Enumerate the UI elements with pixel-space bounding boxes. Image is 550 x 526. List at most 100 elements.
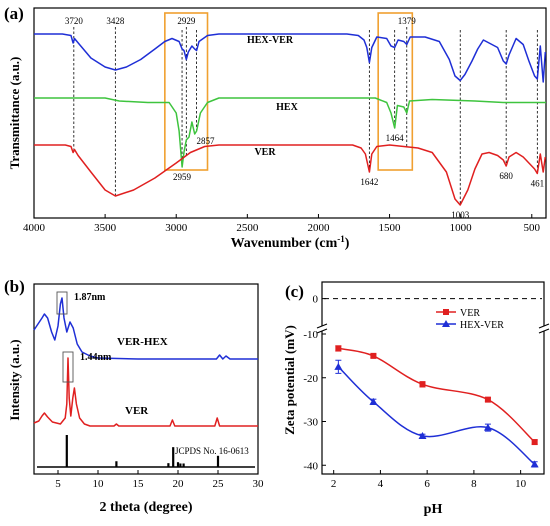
- highlight-boxes: [164, 12, 414, 171]
- panel-c-frame: [321, 281, 545, 475]
- highlight-box: [164, 12, 209, 171]
- peak-label: 2857: [197, 136, 216, 146]
- x-tick-label: 2500: [236, 222, 259, 234]
- series-name-hex-ver: HEX-VER: [247, 35, 294, 46]
- peak-label: 2959: [173, 172, 192, 182]
- data-point: [369, 397, 378, 405]
- zeta-line-hex-ver: [337, 366, 536, 465]
- panel-a-frame: [33, 7, 547, 219]
- data-point: [335, 345, 342, 352]
- spectrum-ver: [34, 144, 547, 206]
- panel-a-y-axis-label: Transmittance (a.u.): [7, 57, 22, 170]
- panel-b-x-ticks: 5 10 15 20 25 30: [55, 470, 264, 490]
- axis-break-mark: [538, 323, 550, 329]
- data-point: [483, 423, 492, 431]
- data-point: [370, 352, 377, 359]
- peak-labels: 3720342829291379295928571642146410036804…: [65, 16, 544, 220]
- panel-b-letter: (b): [4, 277, 25, 296]
- pattern-ver-hex: [33, 297, 258, 360]
- series-name-ver: VER: [254, 147, 276, 158]
- data-point: [530, 460, 539, 468]
- spectrum-hex-ver: [34, 33, 547, 83]
- x-tick-label: 20: [173, 478, 185, 490]
- panel-a-letter: (a): [4, 4, 24, 23]
- x-tick-label: 1500: [379, 222, 402, 234]
- legend-label: HEX-VER: [460, 320, 504, 331]
- panel-a-x-axis-label: Wavenumber (cm-1): [231, 234, 350, 251]
- legend-label: VER: [460, 308, 480, 319]
- x-tick-label: 3500: [94, 222, 117, 234]
- data-point: [484, 396, 491, 403]
- x-tick-label: 1000: [450, 222, 473, 234]
- reference-label: JCPDS No. 16-0613: [175, 446, 249, 456]
- x-tick-label: 4000: [23, 222, 46, 234]
- ftir-spectra: [34, 33, 547, 206]
- x-tick-label: 30: [253, 478, 265, 490]
- x-tick-label: 15: [133, 478, 145, 490]
- x-tick-label: 3000: [165, 222, 188, 234]
- zeta-series: [334, 345, 539, 468]
- x-tick-label: 8: [471, 478, 477, 490]
- axis-break-mark: [538, 328, 550, 334]
- peak-label: 1642: [360, 177, 378, 187]
- series-name-ver-hex: VER-HEX: [117, 336, 168, 348]
- x-tick-label: 10: [93, 478, 105, 490]
- peak-label: 1464: [386, 133, 405, 143]
- xrd-patterns: VER-HEX VER: [33, 297, 258, 427]
- panel-a: (a) 372034282929137929592857164214641003…: [4, 4, 547, 251]
- x-tick-label: 25: [213, 478, 225, 490]
- panel-b: (b) VER-HEX VER JCPDS No. 16-0613 1.87nm1…: [4, 277, 264, 515]
- panel-b-x-axis-label: 2 theta (degree): [99, 500, 192, 515]
- panel-a-x-ticks: 4000 3500 3000 2500 2000 1500 1000 500: [23, 214, 541, 234]
- data-point: [531, 439, 538, 446]
- x-tick-label: 10: [515, 478, 527, 490]
- peak-box: [62, 351, 74, 383]
- zeta-line-ver: [338, 347, 536, 443]
- peak-label: 2929: [177, 16, 196, 26]
- y-tick-label: -40: [303, 460, 318, 472]
- data-point: [418, 431, 427, 439]
- panel-c-y-axis-label: Zeta potential (mV): [282, 325, 297, 435]
- series-name-hex: HEX: [276, 102, 298, 113]
- highlight-box: [377, 12, 414, 171]
- panel-b-frame: [33, 283, 259, 475]
- axis-break: [316, 298, 550, 334]
- x-tick-label: 2000: [307, 222, 330, 234]
- panel-c-x-axis-label: pH: [424, 502, 443, 517]
- d-spacing-label: 1.44nm: [80, 352, 112, 363]
- x-tick-label: 500: [524, 222, 541, 234]
- x-tick-label: 6: [424, 478, 430, 490]
- pattern-ver: [33, 357, 258, 427]
- d-spacing-annotations: 1.87nm 1.44nm: [56, 291, 112, 383]
- series-name-labels: HEX-VER HEX VER: [247, 35, 299, 158]
- legend-marker: [443, 309, 449, 315]
- peak-label: 680: [499, 171, 513, 181]
- data-point: [419, 381, 426, 388]
- peak-label: 3428: [106, 16, 125, 26]
- panel-c-ticks: 2 4 6 8 10 0 -10 -20 -30 -40: [303, 294, 526, 490]
- x-tick-label: 4: [378, 478, 384, 490]
- peak-label: 1379: [398, 16, 417, 26]
- peak-box: [56, 291, 68, 315]
- y-tick-label: 0: [313, 294, 319, 306]
- axis-break-gap: [539, 326, 549, 331]
- peak-label: 461: [531, 179, 545, 189]
- axis-break-mark: [316, 328, 328, 334]
- panel-c-letter: (c): [285, 282, 304, 301]
- y-tick-label: -20: [303, 373, 318, 385]
- x-tick-label: 2: [331, 478, 337, 490]
- reference-pattern: JCPDS No. 16-0613: [37, 435, 255, 468]
- peak-label: 3720: [65, 16, 84, 26]
- axis-break-gap: [317, 326, 327, 331]
- y-tick-label: -10: [303, 329, 318, 341]
- data-point: [334, 362, 343, 370]
- x-tick-label: 5: [55, 478, 61, 490]
- series-name-ver: VER: [125, 405, 149, 417]
- axis-break-mark: [316, 323, 328, 329]
- panel-b-y-axis-label: Intensity (a.u.): [7, 339, 22, 420]
- legend-marker: [442, 320, 450, 327]
- y-tick-label: -30: [303, 417, 318, 429]
